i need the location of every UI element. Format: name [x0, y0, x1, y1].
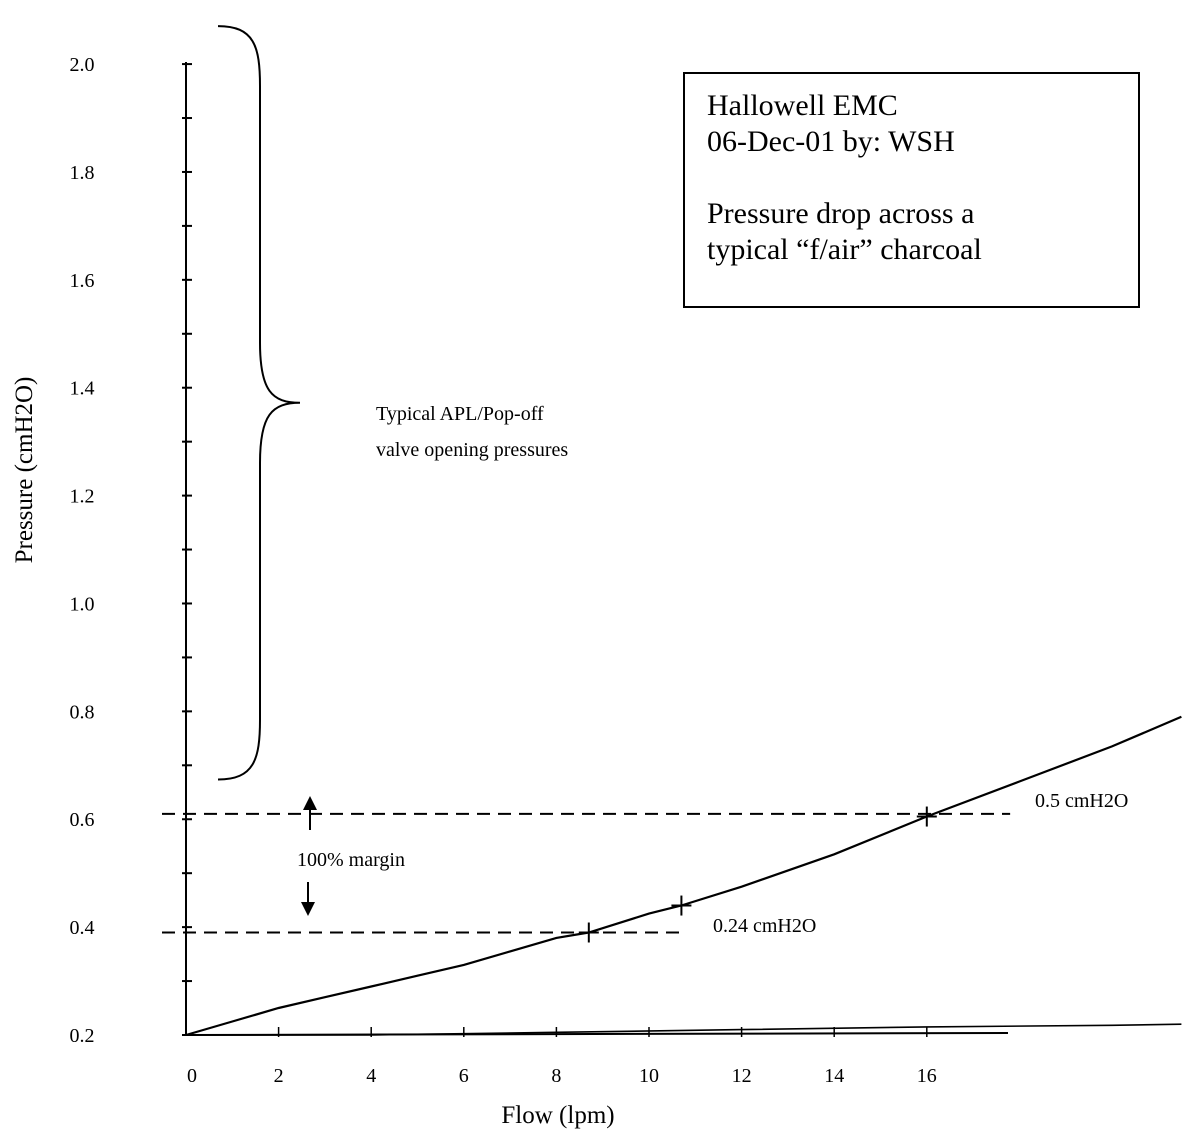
data-series — [185, 715, 1182, 1037]
data-series-line — [186, 1023, 1182, 1036]
chart-info-box: Hallowell EMC 06-Dec-01 by: WSH Pressure… — [683, 72, 1140, 308]
margin-annotation: 100% margin — [297, 849, 405, 871]
y-tick-label: 1.4 — [70, 378, 95, 400]
y-tick-label: 0.6 — [70, 809, 95, 831]
y-tick-label: 0.4 — [70, 917, 95, 939]
y-tick-label: 1.2 — [70, 486, 95, 508]
info-org: Hallowell EMC — [707, 89, 898, 122]
brace-annotation-line2: valve opening pressures — [376, 439, 568, 461]
curly-brace — [217, 25, 301, 781]
info-spacer — [707, 160, 1138, 196]
x-tick-label: 14 — [824, 1065, 844, 1087]
info-description-line1: Pressure drop across a — [707, 197, 975, 230]
tick-labels: 0.2 0.4 0.6 0.8 1.0 1.2 1.4 1.6 1.8 2.0 0 2 4 6 8 10 12 1… — [70, 54, 937, 1087]
y-tick-label: 1.6 — [70, 270, 95, 292]
x-tick-label: 10 — [639, 1065, 659, 1087]
reference-lines — [162, 812, 1011, 934]
reference-label-lower: 0.24 cmH2O — [713, 915, 816, 937]
x-tick-label: 0 — [187, 1065, 197, 1087]
y-tick-label: 2.0 — [70, 54, 95, 76]
x-tick-label: 8 — [551, 1065, 561, 1087]
margin-arrows — [301, 796, 317, 916]
x-tick-label: 6 — [459, 1065, 469, 1087]
x-tick-label: 16 — [917, 1065, 937, 1087]
y-axis-title: Pressure (cmH2O) — [11, 377, 38, 564]
info-date-author: 06-Dec-01 by: WSH — [707, 125, 955, 158]
x-axis-title: Flow (lpm) — [501, 1102, 614, 1129]
x-tick-label: 4 — [366, 1065, 376, 1087]
data-series-line — [185, 715, 1182, 1037]
y-tick-label: 0.8 — [70, 701, 95, 723]
y-tick-label: 0.2 — [70, 1025, 95, 1047]
margin-arrowhead-down — [301, 902, 315, 916]
pressure-range-brace — [217, 25, 301, 781]
y-tick-label: 1.0 — [70, 593, 95, 615]
margin-arrowhead-up — [303, 796, 317, 810]
brace-annotation-line1: Typical APL/Pop-off — [376, 403, 544, 425]
reference-label-upper: 0.5 cmH2O — [1035, 790, 1128, 812]
info-description-line2: typical “f/air” charcoal — [707, 233, 982, 266]
x-tick-label: 12 — [732, 1065, 752, 1087]
x-tick-label: 2 — [274, 1065, 284, 1087]
y-tick-label: 1.8 — [70, 162, 95, 184]
